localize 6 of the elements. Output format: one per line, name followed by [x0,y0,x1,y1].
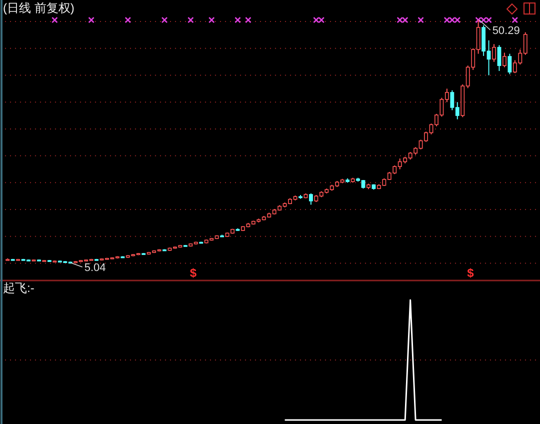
chart-title: (日线 前复权) [3,1,74,15]
annotation: 5.04 [84,262,106,274]
annotation: 50.29 [492,25,520,37]
chart-title: 起飞:- [3,281,34,295]
text: $ [467,266,474,280]
text: $ [190,266,197,280]
